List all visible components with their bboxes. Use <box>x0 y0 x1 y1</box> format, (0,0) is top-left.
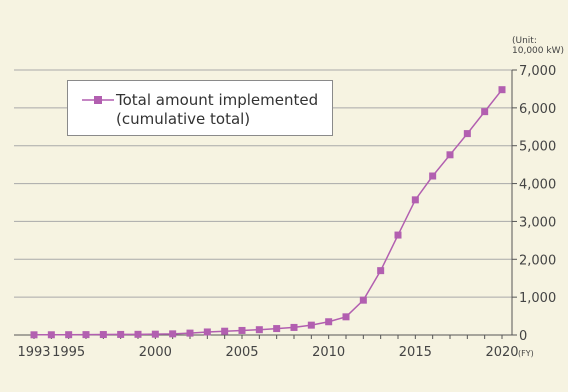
data-point <box>273 325 281 333</box>
data-point <box>446 151 454 159</box>
series-line <box>33 89 503 336</box>
data-point <box>411 196 419 204</box>
data-point <box>463 130 471 138</box>
data-point <box>203 328 211 336</box>
data-point <box>99 331 107 339</box>
data-point <box>117 330 125 338</box>
x-tick-label: 2000 <box>139 345 172 360</box>
data-point <box>342 313 350 321</box>
chart-legend: Total amount implemented (cumulative tot… <box>67 80 333 136</box>
x-tick-label: 2015 <box>399 345 432 360</box>
data-point <box>359 296 367 304</box>
y-tick-label: 1,000 <box>519 291 556 306</box>
legend-series-label: Total amount implemented (cumulative tot… <box>116 91 318 129</box>
y-tick-label: 2,000 <box>519 253 556 268</box>
data-point <box>47 331 55 339</box>
x-tick-label: 2010 <box>312 345 345 360</box>
y-tick-label: 6,000 <box>519 102 556 117</box>
data-point <box>498 86 506 94</box>
unit-line: (Unit: <box>512 36 537 46</box>
x-tick-label: 1993 <box>17 345 50 360</box>
data-point <box>134 330 142 338</box>
data-point <box>221 327 229 335</box>
data-point <box>30 331 38 339</box>
y-axis-unit-label: (Unit: 10,000 kW) <box>512 36 564 56</box>
x-tick-label: 2005 <box>225 345 258 360</box>
data-point <box>186 329 194 337</box>
data-point <box>394 231 402 239</box>
data-point <box>377 267 385 275</box>
data-point <box>65 331 73 339</box>
data-point <box>151 330 159 338</box>
x-axis-label: (FY) <box>518 349 534 358</box>
unit-line: 10,000 kW) <box>512 46 564 56</box>
y-tick-label: 7,000 <box>519 64 556 79</box>
x-tick-label: 2020 <box>485 345 518 360</box>
data-point <box>325 318 333 326</box>
data-point <box>481 108 489 116</box>
y-tick-label: 3,000 <box>519 215 556 230</box>
y-tick-label: 5,000 <box>519 140 556 155</box>
data-point <box>290 323 298 331</box>
x-tick-label: 1995 <box>52 345 85 360</box>
legend-series-marker <box>82 96 114 104</box>
data-point <box>82 331 90 339</box>
y-tick-label: 0 <box>519 329 527 344</box>
y-tick-label: 4,000 <box>519 178 556 193</box>
data-point <box>255 326 263 334</box>
legend-label-line: (cumulative total) <box>116 110 251 128</box>
legend-label-line: Total amount implemented <box>116 91 319 109</box>
data-point <box>169 330 177 338</box>
data-point <box>307 321 315 329</box>
data-point <box>429 172 437 180</box>
data-point <box>238 326 246 334</box>
